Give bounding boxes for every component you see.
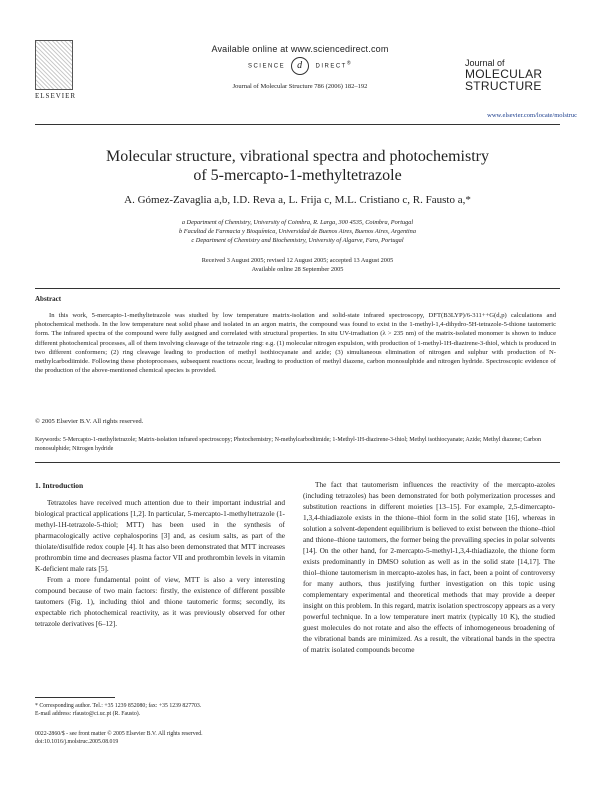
elsevier-logo: ELSEVIER xyxy=(35,40,77,100)
elsevier-logo-text: ELSEVIER xyxy=(35,92,77,100)
sciencedirect-word-direct: DIRECT xyxy=(315,63,347,70)
sciencedirect-logo: SCIENCE d DIRECT® xyxy=(180,57,420,75)
footnote-divider xyxy=(35,697,115,698)
abstract-copyright: © 2005 Elsevier B.V. All rights reserved… xyxy=(35,418,144,425)
abstract-body: In this work, 5-mercapto-1-methyltetrazo… xyxy=(35,311,556,375)
header-divider xyxy=(35,124,560,125)
article-title: Molecular structure, vibrational spectra… xyxy=(40,147,555,185)
author-list: A. Gómez-Zavaglia a,b, I.D. Reva a, L. F… xyxy=(124,194,471,206)
journal-reference: Journal of Molecular Structure 786 (2006… xyxy=(232,83,368,90)
intro-paragraph-3: The fact that tautomerism influences the… xyxy=(303,480,555,654)
journal-logo-line1: Journal of xyxy=(465,58,505,68)
footnote-corresponding: * Corresponding author. Tel.: +35 1239 8… xyxy=(35,702,285,718)
corresponding-author: * Corresponding author. Tel.: +35 1239 8… xyxy=(35,703,202,709)
registered-mark: ® xyxy=(346,60,353,67)
intro-paragraph-1: Tetrazoles have received much attention … xyxy=(35,498,285,573)
doi-line[interactable]: doi:10.1016/j.molstruc.2005.08.019 xyxy=(35,739,119,745)
title-line-2: of 5-mercapto-1-methyltetrazole xyxy=(193,167,402,184)
sciencedirect-word-science: SCIENCE xyxy=(247,63,286,70)
affiliation-a: a Department of Chemistry, University of… xyxy=(181,219,414,226)
issn-line: 0022-2860/$ - see front matter © 2005 El… xyxy=(35,731,203,737)
sciencedirect-d-icon: d xyxy=(291,57,310,75)
affiliation-b: b Facultad de Farmacia y Bioquímica, Uni… xyxy=(179,228,416,235)
online-date: Available online 28 September 2005 xyxy=(251,266,344,273)
journal-logo: Journal of MOLECULAR STRUCTURE xyxy=(465,58,575,92)
journal-logo-line2: MOLECULAR xyxy=(465,67,543,81)
right-column: The fact that tautomerism influences the… xyxy=(303,479,555,655)
available-online-text: Available online at www.sciencedirect.co… xyxy=(211,44,389,54)
abstract-text: In this work, 5-mercapto-1-methyltetrazo… xyxy=(35,312,556,375)
left-column: Tetrazoles have received much attention … xyxy=(35,497,285,629)
abstract-top-divider xyxy=(35,288,560,289)
journal-web-link[interactable]: www.elsevier.com/locate/molstruc xyxy=(487,112,577,119)
section-heading-introduction: 1. Introduction xyxy=(35,481,84,490)
affiliation-c: c Department of Chemistry and Biochemist… xyxy=(191,237,404,244)
abstract-heading: Abstract xyxy=(35,295,62,303)
keywords: Keywords: 5-Mercapto-1-methyltetrazole; … xyxy=(35,437,542,452)
elsevier-tree-icon xyxy=(35,40,73,90)
keywords-bottom-divider xyxy=(35,462,560,463)
header-center: Available online at www.sciencedirect.co… xyxy=(180,44,420,90)
email-address[interactable]: E-mail address: rfausto@ci.uc.pt (R. Fau… xyxy=(35,711,141,717)
intro-paragraph-2: From a more fundamental point of view, M… xyxy=(35,575,285,628)
dates: Received 3 August 2005; revised 12 Augus… xyxy=(40,256,555,274)
title-line-1: Molecular structure, vibrational spectra… xyxy=(106,148,489,165)
affiliations: a Department of Chemistry, University of… xyxy=(40,218,555,245)
journal-logo-line3: STRUCTURE xyxy=(465,79,542,93)
received-dates: Received 3 August 2005; revised 12 Augus… xyxy=(201,257,394,264)
issn-doi: 0022-2860/$ - see front matter © 2005 El… xyxy=(35,730,285,746)
